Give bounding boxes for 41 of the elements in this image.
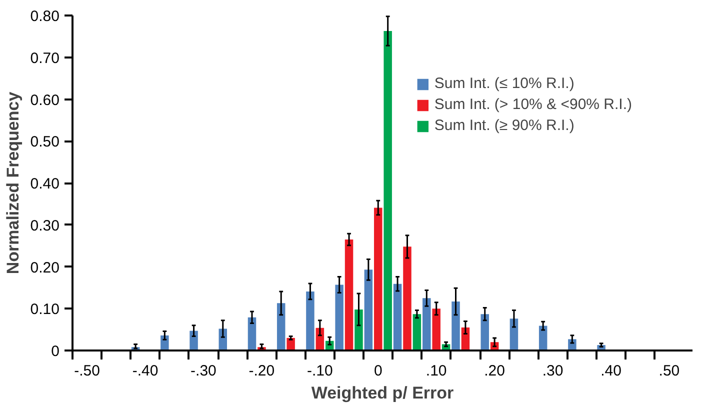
x-tick-label: -.40 (132, 362, 158, 380)
y-axis-title: Normalized Frequency (3, 91, 22, 274)
y-tick-label: 0.40 (30, 176, 60, 192)
bar (344, 240, 354, 350)
x-tick-label: .20 (484, 362, 505, 380)
x-tick-label: -.10 (306, 362, 333, 380)
bar (364, 270, 373, 350)
y-tick-label: 0.50 (30, 134, 60, 151)
bar (403, 246, 412, 350)
legend-label: Sum Int. (≥ 90% R.I.) (434, 117, 574, 134)
y-tick-label: 0.30 (30, 217, 60, 234)
bar (393, 284, 402, 350)
x-axis-title: Weighted p/ Error (311, 384, 454, 402)
y-tick-label: 0.20 (30, 259, 60, 276)
bar (480, 314, 489, 350)
bar (452, 302, 460, 350)
bar (374, 208, 382, 350)
legend-label: Sum Int. (≤ 10% R.I.) (434, 75, 574, 92)
bar (335, 284, 344, 350)
y-tick-label: 0 (51, 343, 60, 360)
bar (384, 30, 392, 350)
x-tick-label: .50 (658, 362, 680, 380)
x-tick-label: .40 (600, 362, 622, 380)
bar (412, 314, 422, 350)
x-tick-label: -.30 (190, 362, 216, 380)
x-tick-label: 0 (374, 362, 382, 380)
y-tick-label: 0.80 (30, 8, 60, 25)
bar (190, 330, 198, 350)
y-tick-label: 0.60 (30, 92, 60, 109)
y-tick-label: 0.70 (30, 50, 60, 67)
y-tick-label: 0.10 (30, 301, 60, 318)
bar (422, 298, 431, 350)
bar (354, 309, 363, 350)
bar (276, 303, 286, 350)
legend-label: Sum Int. (> 10% & <90% R.I.) (434, 96, 632, 113)
x-tick-label: .30 (542, 362, 564, 380)
bar (306, 291, 314, 350)
bar (432, 308, 440, 350)
x-tick-label: .10 (426, 362, 447, 380)
x-tick-label: -.20 (248, 362, 275, 380)
x-tick-label: -.50 (74, 362, 100, 380)
